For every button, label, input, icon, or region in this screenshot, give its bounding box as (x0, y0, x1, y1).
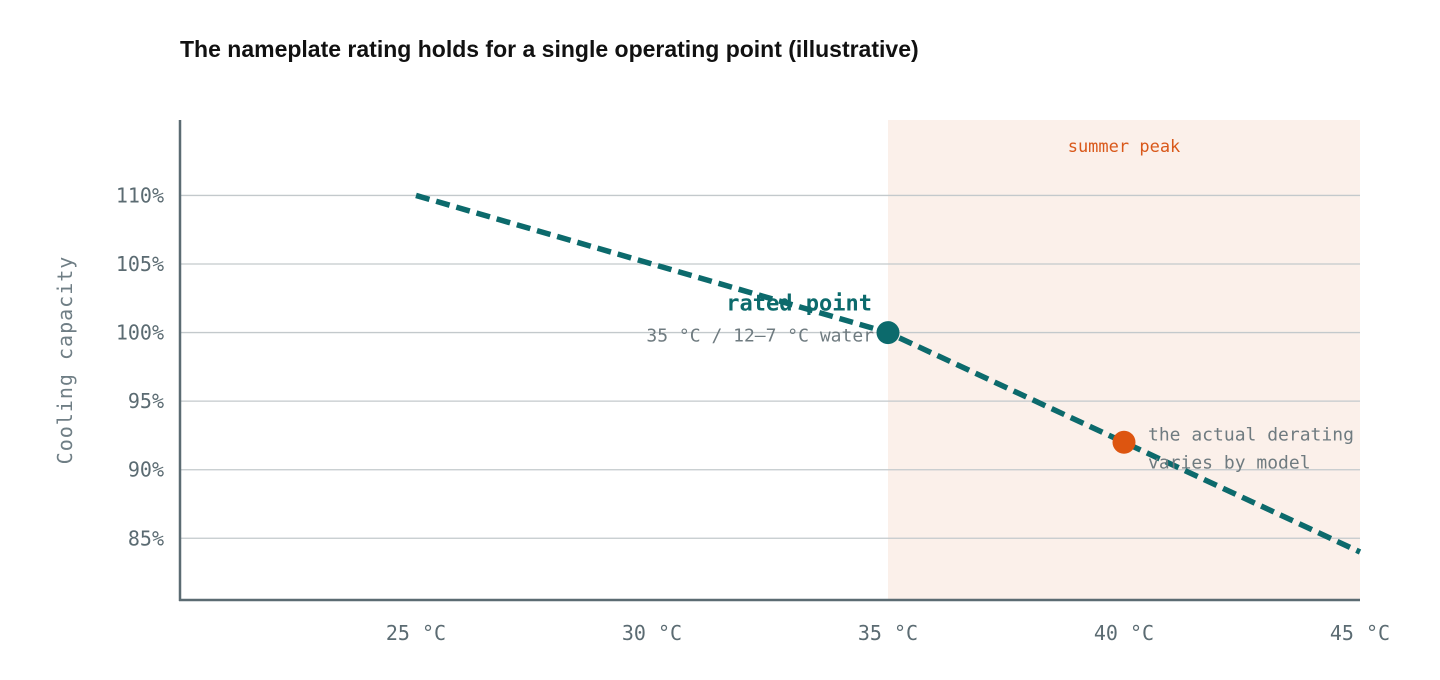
derating-point-marker (1112, 430, 1136, 454)
summer-peak-label: summer peak (1068, 137, 1181, 157)
y-tick-label: 110% (116, 183, 164, 207)
rated-point-label: rated point (726, 292, 872, 317)
derating-note-line: varies by model (1148, 452, 1311, 473)
derating-note-line: the actual derating (1148, 424, 1354, 445)
x-tick-label: 40 °C (1094, 621, 1154, 645)
x-tick-label: 25 °C (386, 621, 446, 645)
chart-title: The nameplate rating holds for a single … (180, 36, 919, 62)
x-tick-label: 30 °C (622, 621, 682, 645)
x-tick-label: 45 °C (1330, 621, 1390, 645)
summer-peak-region (888, 120, 1360, 600)
x-tick-label: 35 °C (858, 621, 918, 645)
rated-point-sublabel: 35 °C / 12–7 °C water (646, 326, 874, 347)
rated-point-marker (876, 321, 900, 345)
y-tick-label: 95% (128, 389, 164, 413)
y-tick-label: 100% (116, 321, 164, 345)
y-tick-label: 105% (116, 252, 164, 276)
y-tick-label: 90% (128, 458, 164, 482)
y-tick-label: 85% (128, 526, 164, 550)
y-axis-label: Cooling capacity (53, 256, 77, 465)
series-line-0 (415, 192, 1362, 555)
